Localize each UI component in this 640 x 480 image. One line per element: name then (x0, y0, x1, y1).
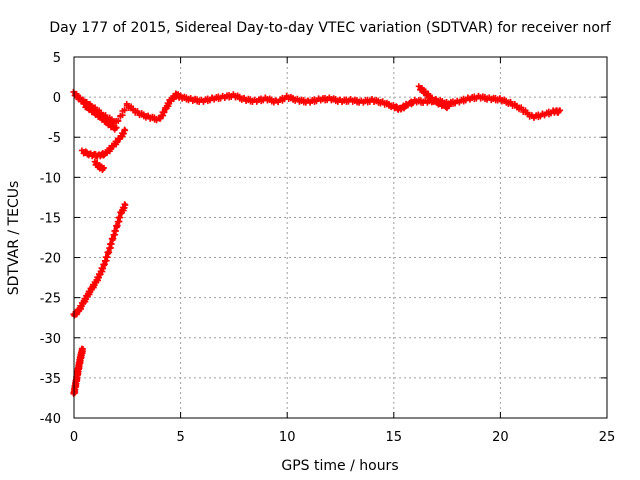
data-point (105, 249, 112, 256)
series-main-band (70, 88, 564, 126)
data-point (78, 345, 85, 352)
x-axis-label: GPS time / hours (281, 458, 398, 474)
ticks: 0 5 10 15 20 25 5 0 -5 -10 -15 -20 -25 -30 -35 -40 (40, 51, 616, 445)
data-point (113, 125, 120, 131)
data-point (103, 254, 110, 261)
series-arc-tail (91, 158, 108, 174)
x-tick-label: 20 (492, 430, 509, 445)
data-point (107, 240, 114, 247)
y-tick-label: -15 (40, 211, 61, 226)
y-tick-label: -10 (40, 171, 61, 186)
data-point (99, 265, 106, 272)
data-point (156, 115, 163, 122)
x-tick-label: 0 (70, 430, 78, 445)
y-tick-label: 0 (53, 91, 61, 106)
series-bottom-segment (70, 345, 87, 397)
data-point (109, 235, 116, 242)
x-tick-label: 10 (279, 430, 296, 445)
data-point (445, 103, 452, 110)
data-point (101, 261, 108, 268)
data-point (121, 201, 128, 208)
y-tick-label: 5 (53, 51, 61, 66)
plot-frame (73, 56, 608, 419)
data-point (113, 222, 120, 229)
data-point (113, 139, 120, 146)
y-tick-label: -40 (40, 412, 61, 427)
series-drop-branch (81, 100, 120, 133)
series-tail-branch (415, 83, 452, 112)
data-point (121, 106, 128, 113)
series-arc-segment (78, 126, 129, 160)
y-axis-label: SDTVAR / TECUs (6, 181, 22, 296)
data-marks (70, 83, 564, 397)
data-point (556, 107, 563, 114)
x-tick-label: 25 (599, 430, 616, 445)
x-tick-label: 15 (386, 430, 403, 445)
data-point (100, 165, 107, 172)
data-point (160, 109, 167, 116)
data-point (116, 214, 123, 221)
series-rising-segment (70, 201, 129, 319)
data-point (115, 117, 122, 124)
chart-title: Day 177 of 2015, Sidereal Day-to-day VTE… (49, 20, 611, 36)
y-tick-label: -30 (40, 332, 61, 347)
data-point (120, 205, 127, 212)
data-point (121, 126, 128, 133)
data-point (95, 275, 102, 282)
y-tick-label: -35 (40, 372, 61, 387)
data-point (112, 227, 119, 234)
y-tick-label: -20 (40, 252, 61, 267)
x-tick-label: 5 (176, 430, 184, 445)
data-point (120, 130, 127, 137)
y-tick-label: -25 (40, 292, 61, 307)
y-tick-label: -5 (48, 131, 61, 146)
